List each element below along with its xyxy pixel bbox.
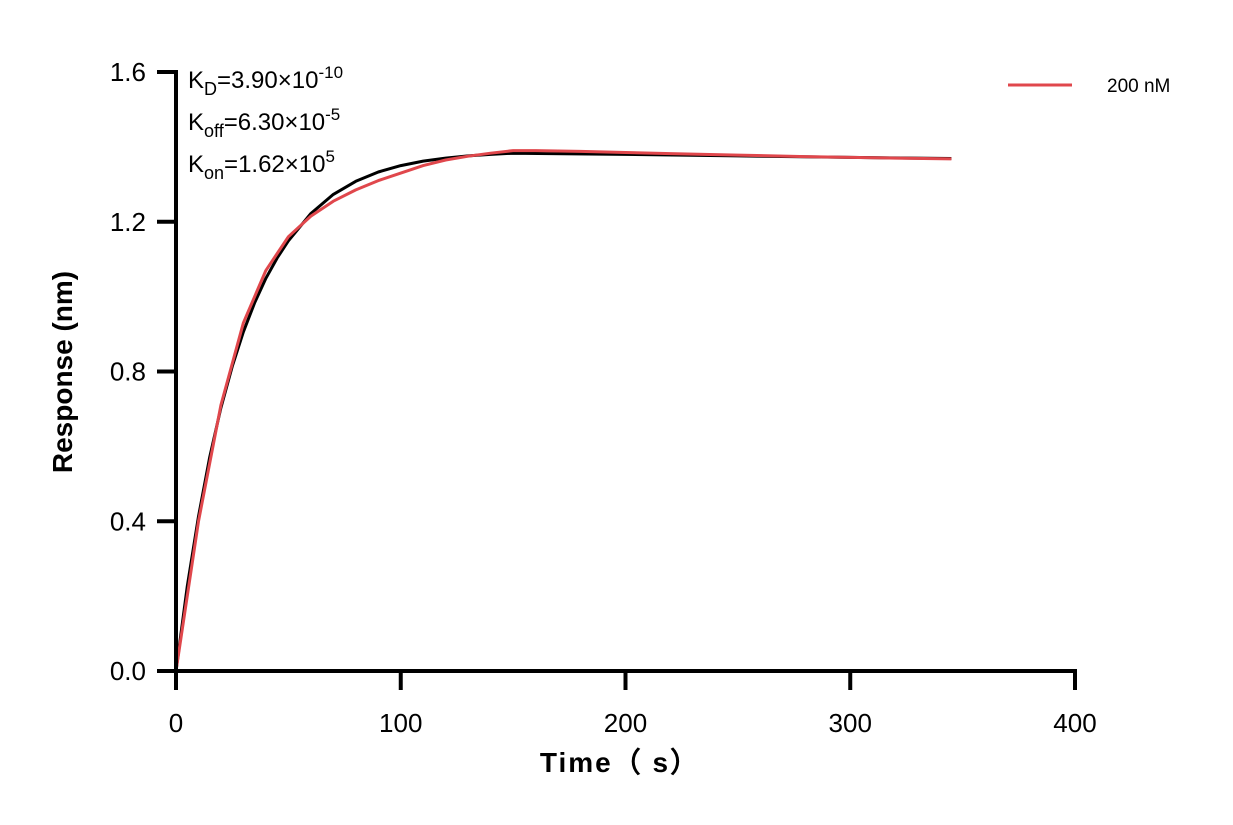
x-tick-label: 100 bbox=[379, 708, 422, 738]
x-tick-label: 400 bbox=[1053, 708, 1096, 738]
y-tick-label: 0.8 bbox=[110, 357, 146, 387]
legend-label-200nm: 200 nM bbox=[1107, 76, 1170, 97]
annotation-off: Koff=6.30×10-5 bbox=[188, 105, 340, 141]
series-200nm-line bbox=[174, 149, 952, 672]
annotation-d: KD=3.90×10-10 bbox=[188, 63, 343, 99]
y-tick-label: 0.0 bbox=[110, 656, 146, 686]
y-axis-label: Response (nm) bbox=[47, 271, 78, 473]
x-tick-label: 300 bbox=[829, 708, 872, 738]
y-tick-label: 1.6 bbox=[110, 57, 146, 87]
y-tick-label: 1.2 bbox=[110, 207, 146, 237]
y-tick-label: 0.4 bbox=[110, 506, 146, 536]
fit-curve bbox=[174, 151, 952, 672]
x-axis-label: Time（ s） bbox=[540, 746, 700, 778]
x-tick-label: 0 bbox=[169, 708, 183, 738]
annotation-on: Kon=1.62×105 bbox=[188, 147, 335, 183]
ticks: 0 100 200 300 400 0.0 0.4 0.8 1.2 1.6 bbox=[110, 57, 1097, 738]
series-lines bbox=[174, 149, 952, 672]
legend: 200 nM bbox=[1008, 76, 1170, 97]
x-tick-label: 200 bbox=[604, 708, 647, 738]
kinetic-annotations: KD=3.90×10-10 Koff=6.30×10-5 Kon=1.62×105 bbox=[188, 63, 343, 183]
